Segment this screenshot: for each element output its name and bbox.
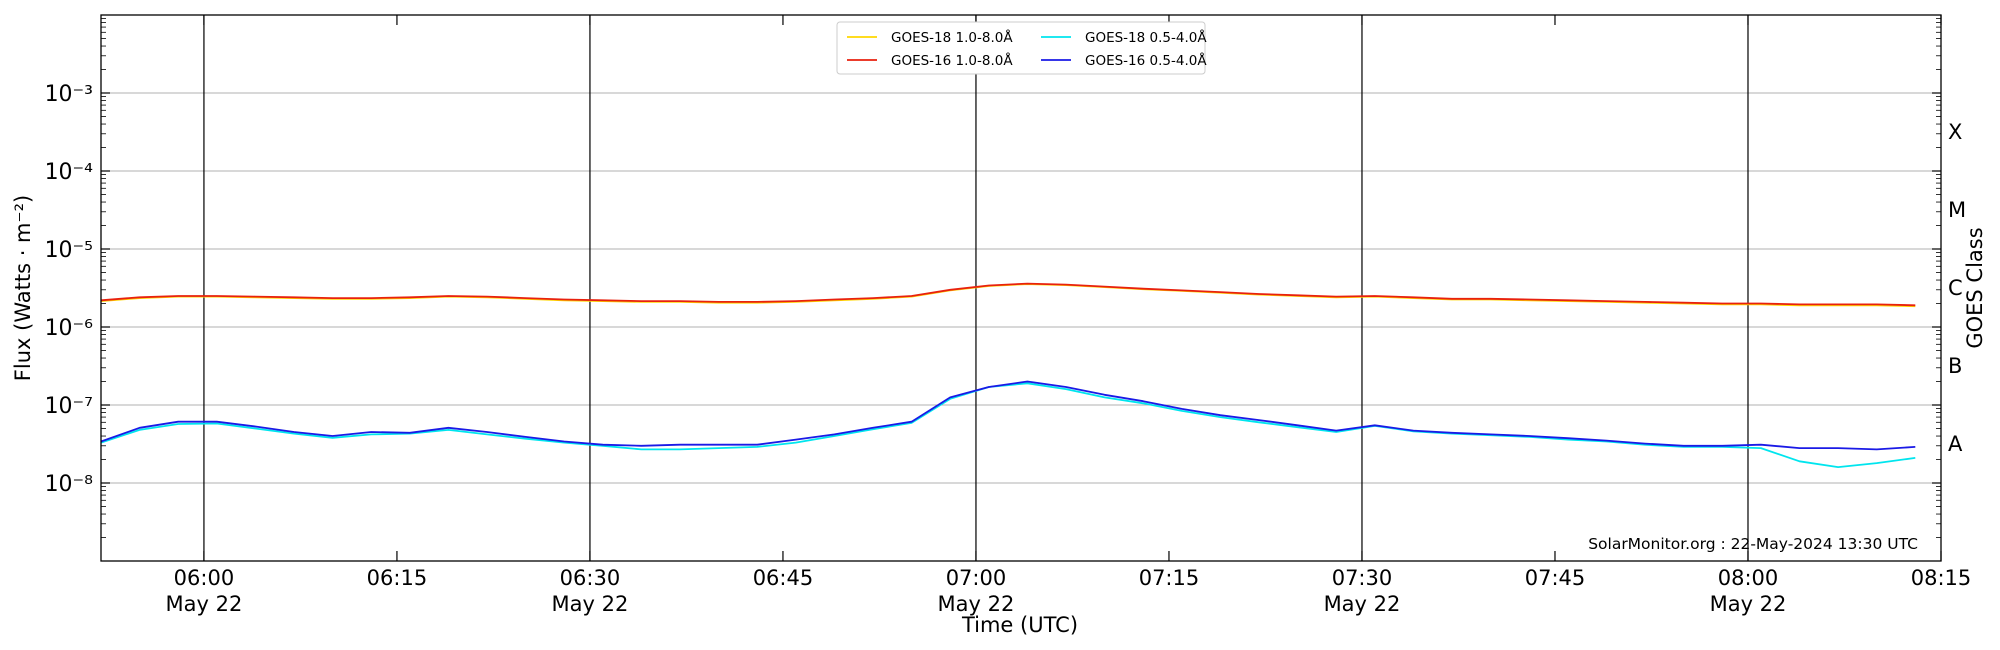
plot-frame	[100, 14, 1942, 562]
legend-label: GOES-18 0.5-4.0Å	[1085, 29, 1207, 46]
x-tick-label: 07:45	[1525, 566, 1586, 590]
x-tick-date: May 22	[1324, 592, 1401, 616]
legend-label: GOES-16 1.0-8.0Å	[891, 52, 1013, 69]
legend-label: GOES-16 0.5-4.0Å	[1085, 52, 1207, 69]
x-tick-label: 07:30	[1332, 566, 1393, 590]
legend-label: GOES-18 1.0-8.0Å	[891, 29, 1013, 46]
y-tick-label: 10⁻⁸	[45, 472, 94, 497]
y2-tick-label: M	[1948, 198, 1966, 222]
x-tick-label: 08:00	[1718, 566, 1779, 590]
y2-tick-label: C	[1948, 276, 1963, 300]
x-tick-label: 06:30	[560, 566, 621, 590]
y-tick-label: 10⁻⁴	[45, 160, 94, 185]
series-line	[100, 282, 1916, 307]
y-tick-label: 10⁻⁶	[45, 316, 94, 341]
x-axis-label: Time (UTC)	[961, 613, 1078, 637]
y-tick-label: 10⁻³	[45, 82, 93, 107]
x-tick-date: May 22	[938, 592, 1015, 616]
legend: GOES-18 1.0-8.0Å GOES-16 1.0-8.0Å GOES-18 …	[836, 21, 1207, 75]
y2-axis-label: GOES Class	[1963, 227, 1987, 348]
x-tick-date: May 22	[552, 592, 629, 616]
y-axis-label: Flux (Watts · m⁻²)	[11, 195, 35, 381]
x-tick-date: May 22	[166, 592, 243, 616]
x-tick-label: 06:00	[174, 566, 235, 590]
y2-tick-label: A	[1948, 432, 1963, 456]
legend-box	[836, 21, 1206, 75]
annotation: SolarMonitor.org : 22-May-2024 13:30 UTC	[1588, 535, 1918, 553]
x-tick-label: 08:15	[1911, 566, 1972, 590]
x-tick-label: 07:15	[1139, 566, 1200, 590]
x-tick-label: 06:15	[367, 566, 428, 590]
y-tick-label: 10⁻⁷	[45, 394, 93, 419]
x-tick-date: May 22	[1710, 592, 1787, 616]
x-tick-label: 07:00	[946, 566, 1007, 590]
y-tick-label: 10⁻⁵	[45, 238, 93, 263]
x-tick-label: 06:45	[753, 566, 814, 590]
y2-tick-label: X	[1948, 120, 1962, 144]
series-line	[100, 380, 1916, 451]
y2-tick-label: B	[1948, 354, 1962, 378]
